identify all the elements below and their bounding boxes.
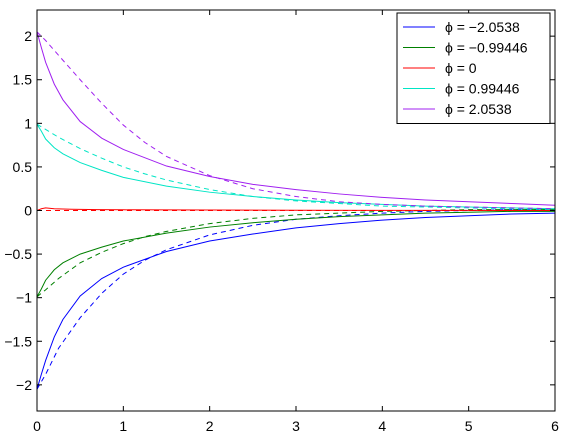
- series-2-solid-line: [37, 207, 555, 211]
- x-tick-label: 4: [378, 418, 386, 434]
- legend-label: ϕ = −2.0538: [445, 19, 520, 35]
- series-1-dashed-line: [37, 209, 555, 298]
- legend-label: ϕ = 2.0538: [445, 101, 512, 117]
- legend-label: ϕ = 0.99446: [445, 81, 520, 97]
- y-tick-label: −1.5: [4, 333, 32, 349]
- legend: ϕ = −2.0538 ϕ = −0.99446 ϕ = 0 ϕ = 0.99446 ϕ…: [396, 12, 551, 124]
- x-axis: 0 1 2 3 4 5 6: [33, 10, 559, 434]
- x-tick-label: 0: [33, 418, 41, 434]
- series-4-solid-line: [37, 31, 555, 206]
- x-tick-label: 3: [292, 418, 300, 434]
- y-tick-label: −1: [16, 290, 32, 306]
- y-tick-label: −0.5: [4, 246, 32, 262]
- series-0-dashed-line: [37, 209, 555, 390]
- y-tick-label: 2: [24, 28, 32, 44]
- y-tick-label: 0: [24, 203, 32, 219]
- y-tick-label: 0.5: [13, 159, 33, 175]
- y-tick-label: 1: [24, 115, 32, 131]
- y-tick-label: 1.5: [13, 72, 33, 88]
- legend-label: ϕ = 0: [445, 60, 477, 76]
- x-tick-label: 6: [551, 418, 559, 434]
- series-4-dashed-line: [37, 31, 555, 210]
- series-1-solid-line: [37, 210, 555, 298]
- series-0-solid-line: [37, 212, 555, 390]
- plot-area: [37, 31, 555, 390]
- x-tick-label: 1: [119, 418, 127, 434]
- series-3-dashed-line: [37, 123, 555, 211]
- x-tick-label: 2: [206, 418, 214, 434]
- y-axis: −2 −1.5 −1 −0.5 0 0.5 1 1.5 2: [4, 28, 555, 393]
- x-tick-label: 5: [465, 418, 473, 434]
- y-tick-label: −2: [16, 377, 32, 393]
- legend-label: ϕ = −0.99446: [445, 40, 528, 56]
